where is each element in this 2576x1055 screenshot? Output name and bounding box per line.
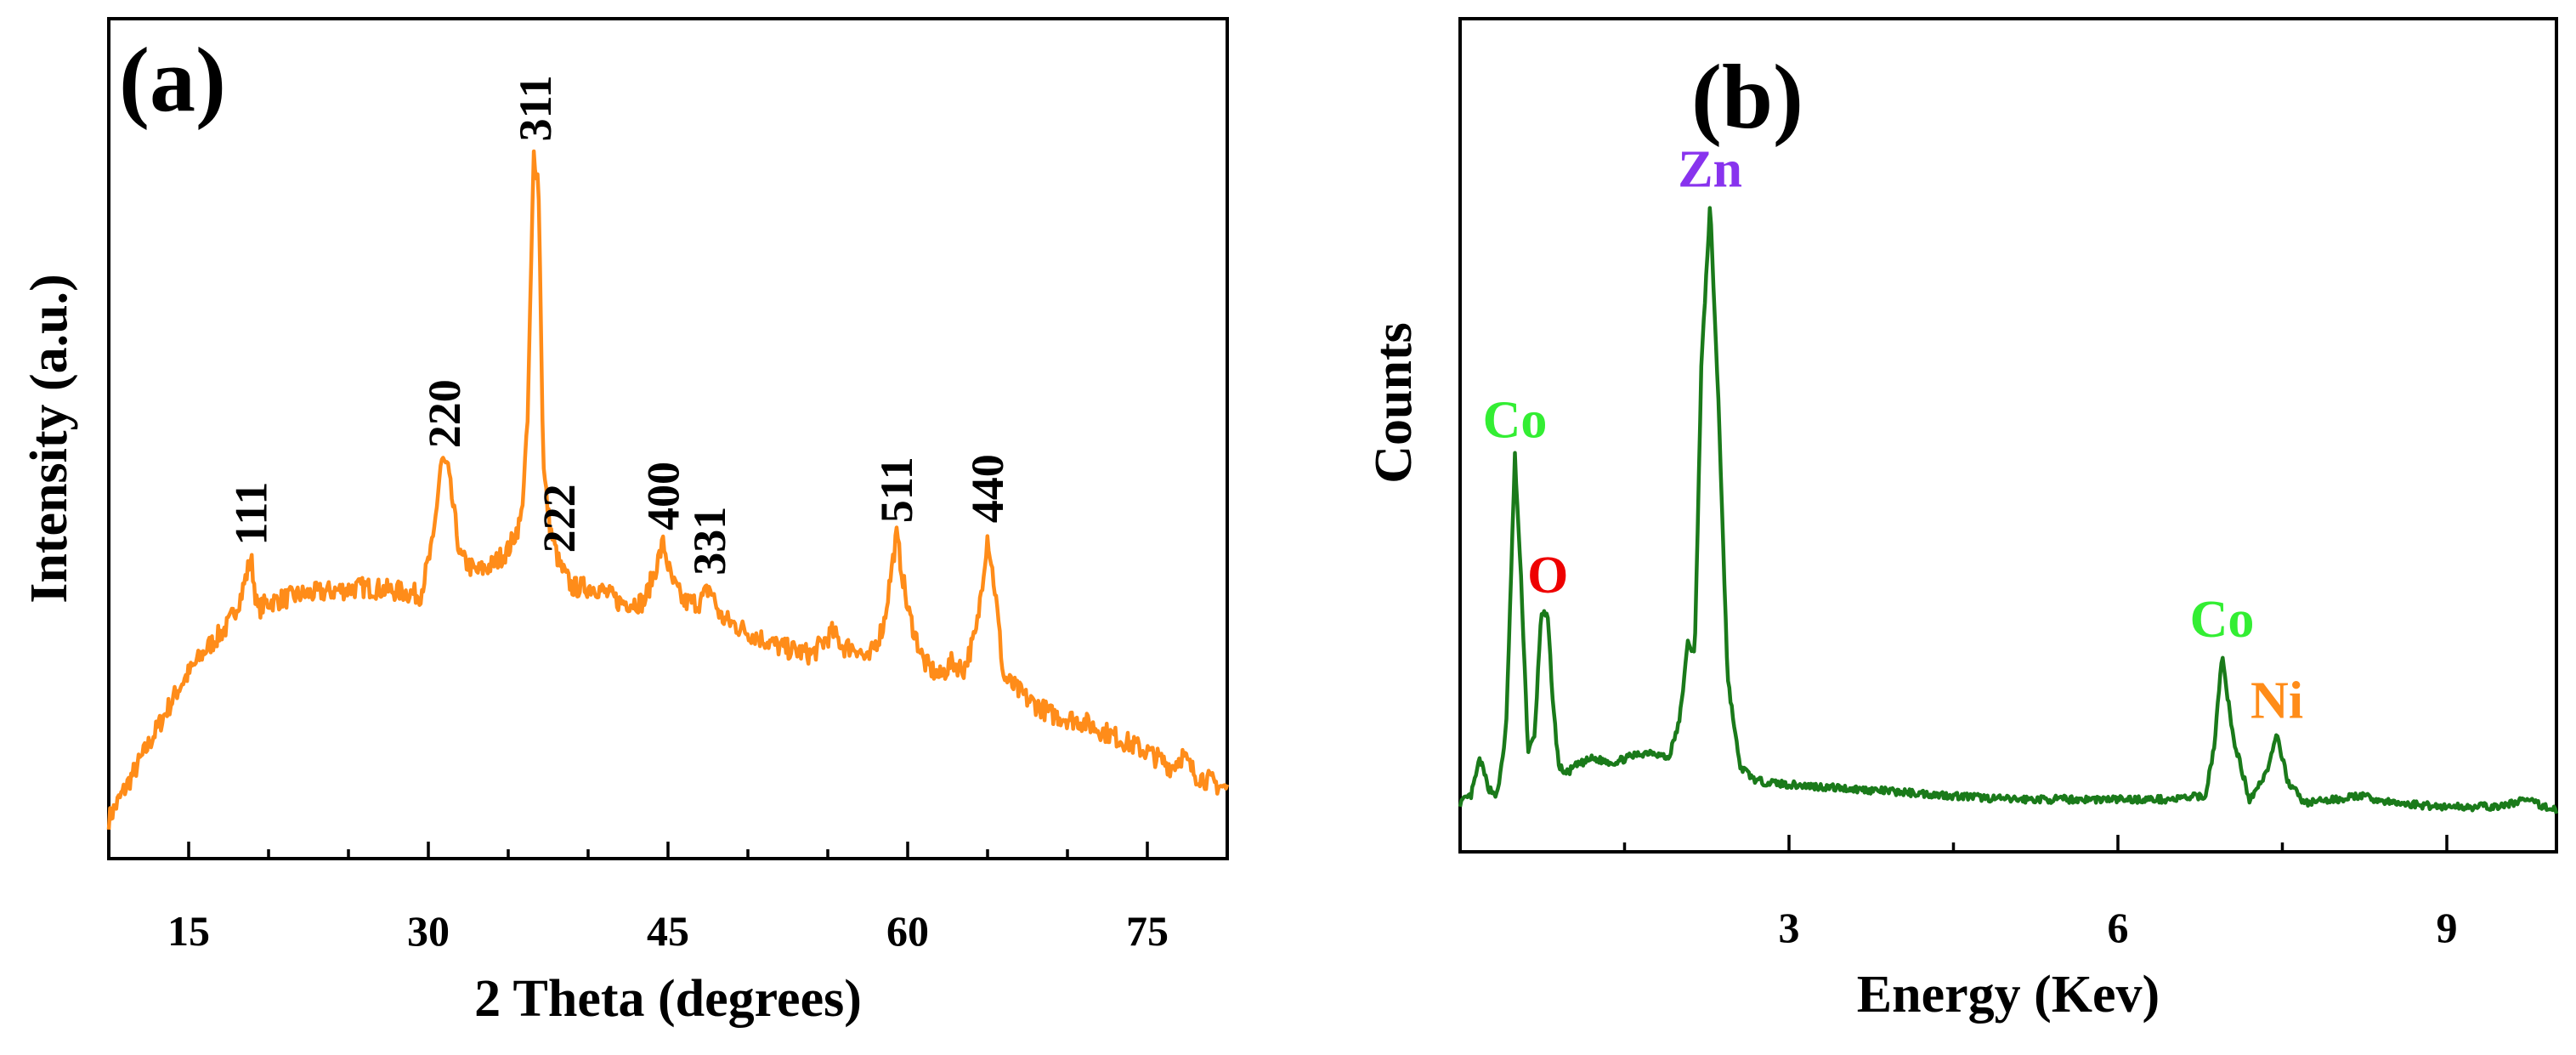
series-line <box>1458 206 2559 814</box>
peak-label: 222 <box>534 484 585 553</box>
peak-label: 311 <box>510 75 561 141</box>
plot-frame <box>107 17 1229 860</box>
x-tick-label: 6 <box>2108 904 2129 951</box>
x-tick-label: 15 <box>167 907 210 955</box>
x-tick-label: 30 <box>407 907 450 955</box>
x-tick-label: 45 <box>647 907 689 955</box>
peak-label: 111 <box>225 482 276 546</box>
peak-label: 220 <box>419 379 470 448</box>
panel-label: (a) <box>119 30 226 131</box>
peak-label: 400 <box>637 462 688 530</box>
x-tick-label: 3 <box>1779 904 1800 951</box>
peak-label: 511 <box>871 457 922 523</box>
peak-label: 331 <box>684 507 735 576</box>
x-axis-title: 2 Theta (degrees) <box>474 970 862 1028</box>
element-label: Zn <box>1678 141 1742 199</box>
series-line <box>106 149 1230 831</box>
x-axis-title: Energy (Kev) <box>1857 966 2160 1024</box>
element-label: Ni <box>2250 672 2303 729</box>
x-tick-label: 75 <box>1126 907 1169 955</box>
element-label: Co <box>2190 591 2255 649</box>
element-label: Co <box>1483 392 1548 450</box>
x-tick-label: 9 <box>2437 904 2458 951</box>
element-label: O <box>1527 547 1568 604</box>
panel-label: (b) <box>1691 47 1803 148</box>
y-axis-title: Counts <box>1365 322 1423 484</box>
panel-a-xrd: (a) 2 Theta (degrees) Intensity (a.u.) 1… <box>20 17 1230 1028</box>
plot-frame <box>1458 17 2558 854</box>
x-tick-label: 60 <box>886 907 929 955</box>
panel-b-eds: (b) Energy (Kev) Counts 3 6 9 Co O Zn Co Ni <box>1365 17 2559 1024</box>
y-axis-title: Intensity (a.u.) <box>20 274 78 604</box>
peak-label: 440 <box>962 454 1013 523</box>
